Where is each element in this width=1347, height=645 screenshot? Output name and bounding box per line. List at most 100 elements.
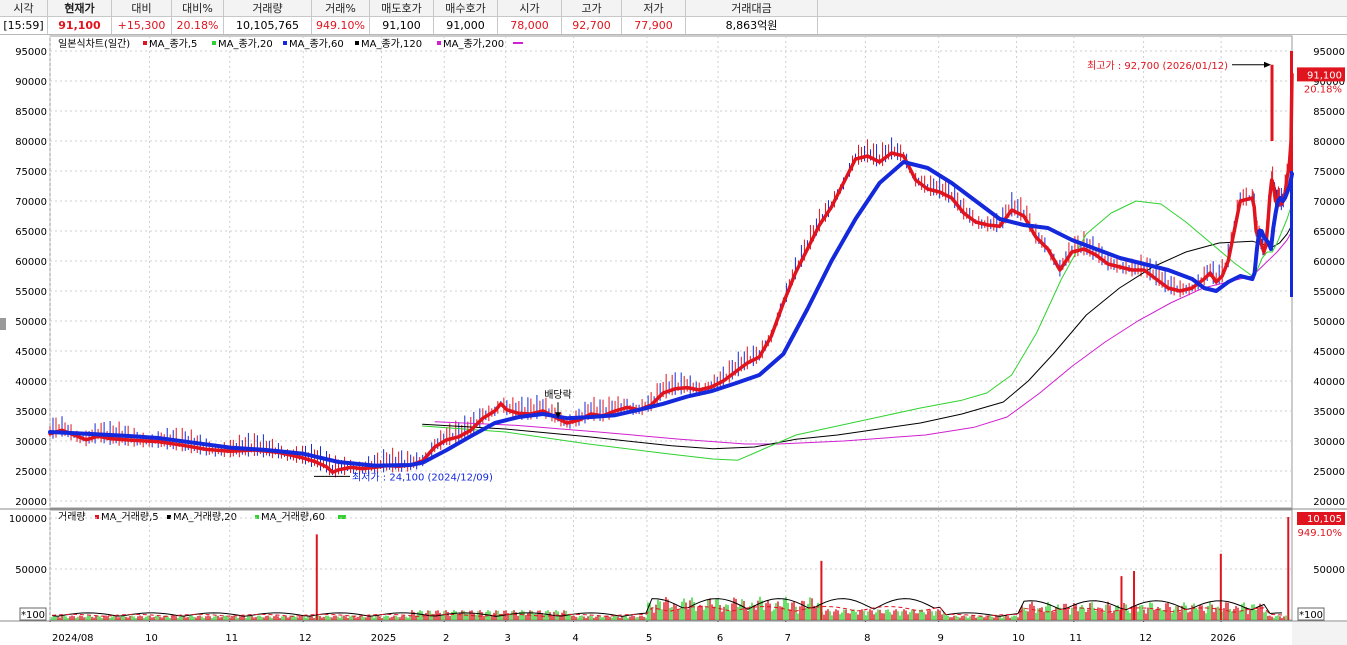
quote-header-10: 저가 <box>622 0 686 17</box>
legend-swatch <box>355 41 359 45</box>
series-ma200 <box>434 275 1253 445</box>
quote-value-6: 91,100 <box>370 17 434 34</box>
price-ytick-left: 25000 <box>15 467 47 478</box>
price-ytick-right: 70000 <box>1313 197 1345 208</box>
quote-header-4: 거래량 <box>224 0 312 17</box>
series-ma60 <box>48 160 1255 468</box>
x-tick-label-top: 8 <box>864 633 870 644</box>
volume-bars <box>51 596 1287 620</box>
price-ytick-left: 50000 <box>15 317 47 328</box>
quote-value-5: 949.10% <box>312 17 370 34</box>
quote-value-9: 92,700 <box>562 17 622 34</box>
volume-plot-frame <box>49 509 1293 621</box>
quote-value-0: [15:59] <box>0 17 48 34</box>
price-ytick-left: 30000 <box>15 437 47 448</box>
x-tick-label-top: 10 <box>145 633 158 644</box>
volume-unit-right: *100 <box>1299 610 1323 621</box>
volume-unit-box-left <box>19 607 47 621</box>
quote-header-9: 고가 <box>562 0 622 17</box>
x-tick-label-top: 11 <box>1069 633 1082 644</box>
volume-unit-left: *100 <box>21 610 45 621</box>
price-ytick-left: 75000 <box>15 167 47 178</box>
price-ytick-left: 70000 <box>15 197 47 208</box>
legend-swatch <box>143 41 147 45</box>
legend-item: MA_종가,120 <box>361 38 422 50</box>
x-tick-label-top: 9 <box>937 633 943 644</box>
quote-value-11: 8,863억원 <box>686 17 818 34</box>
price-ytick-left: 65000 <box>15 227 47 238</box>
price-ytick-left: 35000 <box>15 407 47 418</box>
price-ytick-left: 55000 <box>15 287 47 298</box>
volume-legend-item: MA_거래량,20 <box>173 511 237 523</box>
legend-item: MA_종가,5 <box>149 38 197 50</box>
price-ytick-left: 80000 <box>15 137 47 148</box>
volume-legend-item: MA_거래량,60 <box>261 511 325 523</box>
quote-header-filler <box>818 0 1347 17</box>
price-ytick-right: 35000 <box>1313 407 1345 418</box>
price-pane: 20000 20000 25000 25000 30000 30000 35000 35000… <box>0 35 1347 510</box>
price-plot-frame <box>49 35 1293 509</box>
current-price-box <box>1297 67 1345 82</box>
volume-legend-swatch <box>255 515 259 519</box>
price-ytick-left: 85000 <box>15 107 47 118</box>
volume-unit-box-right <box>1297 607 1325 621</box>
price-ytick-right: 55000 <box>1313 287 1345 298</box>
quote-value-3: 20.18% <box>172 17 224 34</box>
price-ytick-left: 60000 <box>15 257 47 268</box>
price-ytick-left: 45000 <box>15 347 47 358</box>
volume-ytick-right: 50000 <box>1313 565 1345 576</box>
x-tick-label-top: 2 <box>443 633 449 644</box>
quote-header-3: 대비% <box>172 0 224 17</box>
high-price-annotation: 최고가 : 92,700 (2026/01/12) <box>1087 60 1228 72</box>
x-tick-label-top: 6 <box>717 633 723 644</box>
quote-header-7: 매수호가 <box>434 0 498 17</box>
x-tick-label-top: 4 <box>572 633 578 644</box>
price-ytick-right: 60000 <box>1313 257 1345 268</box>
price-ytick-left: 95000 <box>15 47 47 58</box>
price-ytick-right: 30000 <box>1313 437 1345 448</box>
volume-ma5-line <box>51 606 1283 617</box>
current-volume-pct-label: 949.10% <box>1298 528 1343 539</box>
quote-bar: 시각 [15:59] 현재가 91,100 대비 +15,300 대비% 20.18% 거래량 1… <box>0 0 1347 35</box>
quote-header-11: 거래대금 <box>686 0 818 17</box>
volume-legend-trailing-swatch <box>338 515 346 519</box>
quote-header-1: 현재가 <box>48 0 112 17</box>
volume-pane: 거래량 MA_거래량,5 MA_거래량,20 MA_거래량,60 50000 50000 1… <box>9 509 1345 621</box>
scale-bar-up <box>1290 51 1293 171</box>
legend-swatch <box>283 41 287 45</box>
volume-legend-swatch <box>95 515 99 519</box>
quote-header-0: 시각 <box>0 0 48 17</box>
series-price <box>48 151 1255 474</box>
dividend-annotation: 배당락 <box>544 389 572 401</box>
x-tick-label-top: 2026 <box>1210 633 1235 644</box>
quote-header-5: 거래% <box>312 0 370 17</box>
price-ytick-right: 75000 <box>1313 167 1345 178</box>
price-ytick-left: 40000 <box>15 377 47 388</box>
x-tick-label-top: 2024/08 <box>52 633 94 644</box>
price-chart-title: 일본식차트(일간) <box>58 38 130 50</box>
series-ma20 <box>422 200 1253 461</box>
current-change-label: 20.18% <box>1304 84 1342 95</box>
x-tick-label-top: 7 <box>785 633 791 644</box>
quote-header-2: 대비 <box>112 0 172 17</box>
volume-chart-title: 거래량 <box>58 511 86 523</box>
series-ma60b <box>1250 172 1294 281</box>
price-ytick-right: 85000 <box>1313 107 1345 118</box>
price-ytick-left: 20000 <box>15 497 47 508</box>
x-tick-label-top: 12 <box>1139 633 1152 644</box>
legend-item: MA_종가,20 <box>218 38 273 50</box>
panel-splitter-handle[interactable] <box>0 318 6 330</box>
price-ytick-right: 20000 <box>1313 497 1345 508</box>
volume-legend-swatch <box>167 515 171 519</box>
volume-ytick-left: 100000 <box>9 514 47 525</box>
quote-value-2: +15,300 <box>112 17 172 34</box>
legend-item: MA_종가,200 <box>443 38 504 50</box>
price-ytick-left: 90000 <box>15 77 47 88</box>
x-tick-label-top: 3 <box>505 633 511 644</box>
price-ytick-right: 50000 <box>1313 317 1345 328</box>
price-ytick-right: 80000 <box>1313 137 1345 148</box>
price-ytick-right: 45000 <box>1313 347 1345 358</box>
volume-ytick-left: 50000 <box>15 565 47 576</box>
x-axis: 2024/0810111220252345678910111220262024/… <box>0 620 1347 645</box>
